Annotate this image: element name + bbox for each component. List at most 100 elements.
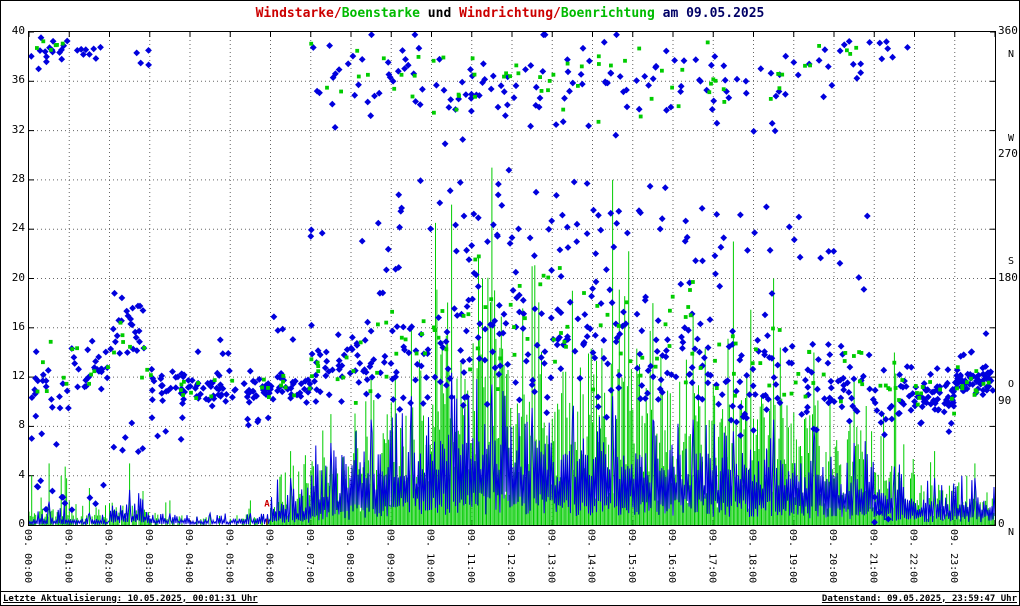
wind-direction-point (583, 180, 591, 187)
gust-direction-point (974, 369, 979, 373)
wind-direction-point (729, 327, 736, 335)
wind-direction-point (616, 73, 624, 80)
wind-direction-point (363, 390, 370, 398)
wind-direction-point (74, 383, 81, 391)
wind-direction-point (392, 373, 399, 381)
wind-direction-point (95, 353, 103, 361)
wind-direction-point (148, 386, 156, 394)
wind-direction-point (855, 274, 863, 281)
wind-direction-point (354, 352, 361, 359)
wind-direction-point (312, 398, 320, 405)
gust-direction-point (793, 380, 798, 385)
wind-direction-point (436, 199, 444, 207)
wind-direction-point (717, 243, 725, 251)
wind-direction-point (589, 349, 597, 356)
wind-direction-point (331, 124, 339, 131)
wind-direction-point (396, 223, 403, 231)
wind-direction-point (904, 44, 911, 51)
gust-direction-point (355, 48, 360, 53)
wind-direction-point (603, 266, 610, 273)
gust-direction-point (817, 44, 821, 48)
wind-direction-point (824, 359, 832, 367)
gust-direction-point (514, 63, 519, 68)
gust-direction-point (576, 84, 580, 88)
gust-direction-point (325, 85, 329, 90)
wind-direction-point (509, 287, 517, 294)
wind-speed-line (29, 372, 995, 525)
gust-direction-point (777, 86, 782, 91)
wind-direction-point (368, 32, 375, 39)
gust-direction-point (44, 389, 49, 393)
wind-direction-point (274, 327, 282, 334)
wind-direction-point (412, 376, 419, 384)
last-update-text: Letzte Aktualisierung: 10.05.2025, 00:01… (3, 593, 258, 604)
gust-direction-point (676, 104, 681, 109)
wind-direction-point (701, 354, 708, 362)
gust-direction-point (638, 373, 643, 378)
wind-direction-point (314, 347, 322, 355)
wind-direction-point (269, 395, 277, 403)
wind-direction-point (586, 57, 593, 65)
wind-direction-point (38, 430, 46, 438)
wind-direction-point (713, 119, 721, 127)
wind-direction-point (448, 393, 456, 401)
gust-direction-point (623, 58, 627, 63)
wind-direction-point (240, 380, 248, 387)
right-axis-tick-label: 180 (998, 270, 1018, 284)
wind-direction-point (35, 65, 42, 73)
wind-direction-point (368, 373, 376, 381)
wind-direction-point (505, 166, 513, 174)
wind-direction-point (460, 369, 468, 376)
wind-direction-point (768, 120, 776, 127)
wind-direction-point (474, 214, 482, 222)
wind-direction-point (504, 101, 511, 109)
gust-direction-point (609, 63, 613, 68)
wind-direction-point (39, 371, 47, 379)
gust-direction-point (843, 351, 848, 355)
gust-direction-point (75, 346, 79, 351)
wind-direction-point (92, 500, 99, 508)
wind-direction-point (149, 396, 156, 404)
wind-direction-point (907, 406, 915, 414)
gust-direction-point (965, 380, 969, 385)
gust-direction-point (950, 396, 954, 401)
y-axis-tick-label: 12 (11, 369, 25, 383)
wind-direction-point (217, 392, 224, 400)
gust-direction-point (444, 347, 449, 352)
gust-direction-point (309, 357, 314, 362)
wind-direction-point (82, 46, 90, 54)
wind-direction-point (399, 394, 407, 402)
wind-direction-point (260, 389, 268, 396)
wind-direction-point (90, 45, 98, 53)
wind-direction-point (556, 246, 564, 254)
gust-direction-point (366, 72, 370, 77)
wind-direction-point (98, 365, 106, 373)
wind-direction-point (553, 341, 561, 349)
gust-direction-point (732, 371, 736, 376)
wind-direction-point (782, 52, 790, 60)
gust-direction-point (498, 356, 503, 361)
wind-direction-point (335, 366, 343, 373)
gust-direction-point (468, 367, 472, 372)
wind-direction-point (347, 344, 355, 352)
wind-direction-point (398, 204, 405, 212)
gust-direction-point (938, 387, 942, 392)
wind-direction-point (532, 83, 540, 91)
wind-direction-point (795, 213, 803, 221)
gust-direction-point (711, 77, 716, 82)
wind-direction-point (33, 483, 41, 490)
wind-direction-point (148, 365, 156, 373)
gust-direction-point (267, 395, 271, 399)
wind-direction-point (561, 94, 568, 102)
wind-direction-point (564, 68, 572, 76)
wind-direction-point (109, 325, 117, 333)
x-axis-tick-label: 09. 15:00 (625, 529, 637, 584)
wind-direction-point (597, 226, 605, 234)
wind-direction-point (761, 311, 769, 319)
wind-direction-point (781, 346, 789, 354)
wind-direction-point (459, 401, 467, 409)
event-marker-a: A (264, 500, 270, 510)
wind-direction-point (374, 392, 382, 400)
wind-direction-point (825, 248, 833, 255)
gust-direction-point (368, 389, 373, 394)
